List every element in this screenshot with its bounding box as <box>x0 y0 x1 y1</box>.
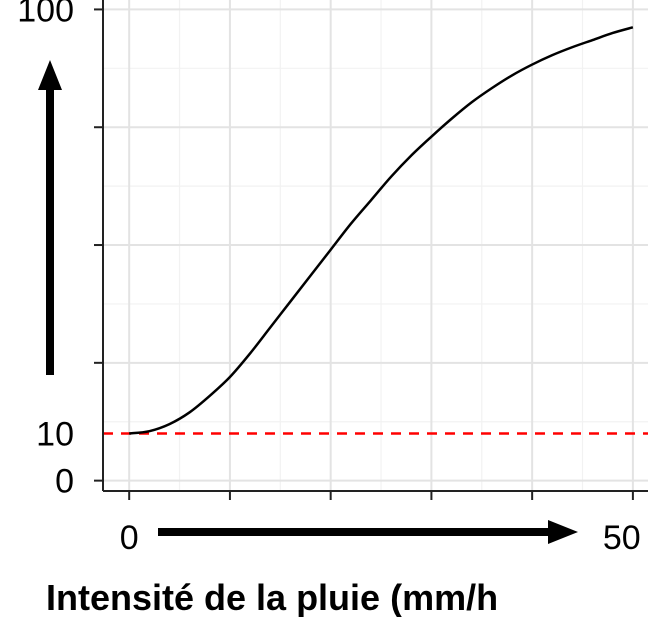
x-arrow <box>158 520 578 544</box>
x-axis-label: Intensité de la pluie (mm/h <box>46 577 498 617</box>
x-tick-label: 50 <box>603 519 641 557</box>
y-tick-label: 0 <box>55 463 74 501</box>
y-tick-label: 100 <box>17 0 74 29</box>
x-tick-label: 0 <box>120 519 139 557</box>
grid <box>103 0 648 491</box>
series-line <box>129 26 634 435</box>
y-arrow <box>38 60 62 375</box>
y-tick-label: 10 <box>36 416 74 454</box>
series-layer <box>129 26 634 435</box>
